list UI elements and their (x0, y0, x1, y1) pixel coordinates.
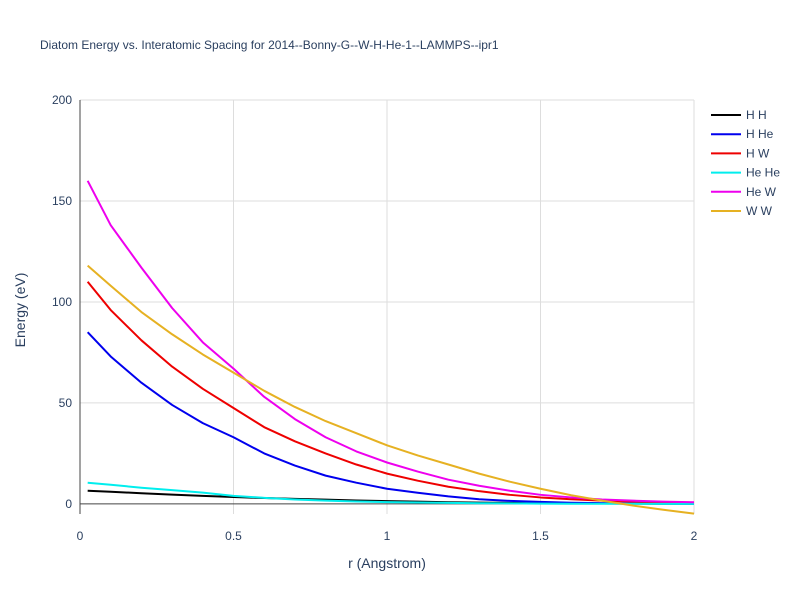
legend-item-he-w[interactable]: He W (711, 185, 777, 199)
legend-label: He He (746, 166, 780, 180)
legend-item-he-he[interactable]: He He (711, 166, 780, 180)
chart-title: Diatom Energy vs. Interatomic Spacing fo… (40, 38, 499, 52)
legend-item-h-he[interactable]: H He (711, 127, 774, 141)
x-tick-label: 1.5 (532, 529, 549, 543)
series-line-he-w (86, 180, 695, 504)
legend-item-w-w[interactable]: W W (711, 204, 773, 218)
series-line-he-he (87, 481, 695, 505)
y-axis-ticks: 0 50 100 150 200 (52, 93, 72, 511)
legend-label: H H (746, 108, 767, 122)
y-tick-label: 0 (65, 497, 72, 511)
y-tick-label: 100 (52, 295, 72, 309)
y-tick-label: 50 (59, 396, 73, 410)
x-axis-ticks: 0 0.5 1 1.5 2 (77, 529, 698, 543)
y-tick-label: 200 (52, 93, 72, 107)
legend-label: H W (746, 146, 770, 160)
series-line-h-w (86, 281, 695, 504)
x-tick-label: 0 (77, 529, 84, 543)
legend-label: H He (746, 127, 774, 141)
x-tick-label: 0.5 (225, 529, 242, 543)
x-tick-label: 1 (384, 529, 391, 543)
y-axis-title: Energy (eV) (12, 273, 28, 348)
plot-area (86, 180, 695, 515)
y-tick-label: 150 (52, 194, 72, 208)
legend[interactable]: H H H He H W He He He W W W (711, 108, 780, 218)
series-line-w-w (87, 264, 695, 515)
legend-item-h-w[interactable]: H W (711, 146, 770, 160)
legend-label: W W (746, 204, 773, 218)
legend-label: He W (746, 185, 777, 199)
legend-item-h-h[interactable]: H H (711, 108, 767, 122)
series-line-h-he (86, 331, 695, 505)
x-axis-title: r (Angstrom) (348, 555, 426, 571)
x-tick-label: 2 (691, 529, 698, 543)
